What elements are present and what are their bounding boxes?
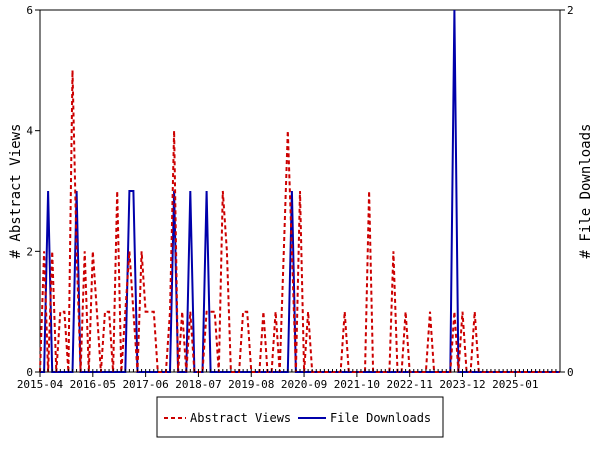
legend-label-file-downloads: File Downloads (330, 411, 431, 425)
legend-label-abstract-views: Abstract Views (190, 411, 291, 425)
y-right-tick-label: 0 (567, 366, 574, 379)
x-tick-label: 2022-11 (387, 378, 433, 391)
series-line-0 (39, 70, 560, 373)
x-tick-label: 2020-09 (281, 378, 327, 391)
y-left-axis-title: # Abstract Views (8, 124, 24, 259)
y-left-tick-label: 6 (26, 4, 33, 17)
x-tick-label: 2021-10 (334, 378, 380, 391)
y-right-axis-title: # File Downloads (578, 124, 594, 259)
x-tick-label: 2018-07 (175, 378, 221, 391)
x-tick-label: 2017-06 (122, 378, 168, 391)
x-tick-label: 2025-01 (492, 378, 538, 391)
y-left-tick-label: 2 (26, 245, 33, 258)
x-tick-label: 2023-12 (439, 378, 485, 391)
y-left-tick-label: 0 (26, 366, 33, 379)
x-tick-label: 2019-08 (228, 378, 274, 391)
x-tick-label: 2015-04 (17, 378, 64, 391)
y-right-tick-label: 2 (567, 4, 574, 17)
y-left-tick-label: 4 (26, 125, 33, 138)
x-tick-label: 2016-05 (70, 378, 116, 391)
